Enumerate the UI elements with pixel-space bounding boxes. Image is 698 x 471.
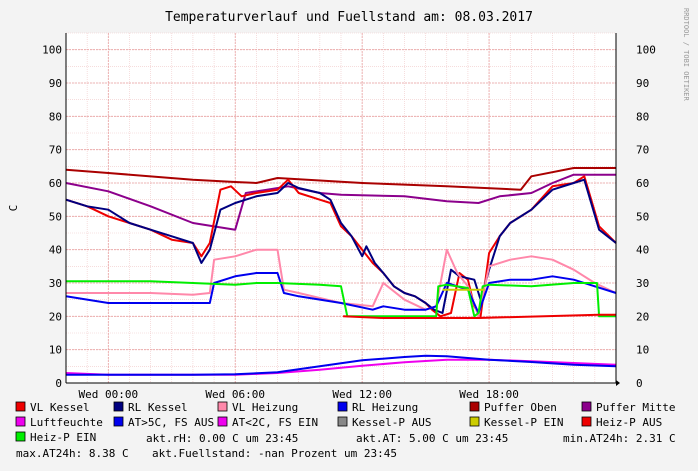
- y-tick-label-right: 70: [636, 144, 649, 157]
- legend-label: Heiz-P EIN: [30, 431, 96, 444]
- stat-akt-fuellstand: akt.Fuellstand: -nan Prozent um 23:45: [152, 447, 397, 460]
- y-tick-label-right: 30: [636, 277, 649, 290]
- x-tick-label: Wed 18:00: [459, 388, 519, 401]
- x-tick-label: Wed 00:00: [79, 388, 139, 401]
- y-tick-label-left: 70: [49, 144, 62, 157]
- y-tick-label-left: 100: [42, 44, 62, 57]
- series-layer: [65, 167, 617, 376]
- legend-label: AT<2C, FS EIN: [232, 416, 318, 429]
- legend-swatch: [217, 416, 228, 427]
- stat-min-at24h: min.AT24h: 2.31 C: [563, 432, 676, 445]
- axes: 0 0 10 10 20 20 30 30 40 40 50 50 60 60 70 70 80 80 90 90 10…: [42, 33, 656, 401]
- x-tick-label: Wed 06:00: [205, 388, 265, 401]
- y-tick-label-right: 90: [636, 77, 649, 90]
- legend-swatch: [337, 416, 348, 427]
- y-tick-label-left: 80: [49, 110, 62, 123]
- legend-swatch: [15, 431, 26, 442]
- chart-title: Temperaturverlauf und Fuellstand am: 08.…: [165, 10, 533, 25]
- y-tick-label-right: 50: [636, 210, 649, 223]
- stat-akt-rh: akt.rH: 0.00 C um 23:45: [146, 432, 298, 445]
- legend-label: VL Heizung: [232, 401, 298, 414]
- series-line-puffer-mitte: [65, 173, 616, 231]
- legend-swatch: [217, 401, 228, 412]
- y-tick-label-right: 10: [636, 344, 649, 357]
- legend-swatch: [15, 401, 26, 412]
- series-line-puffer-oben: [65, 167, 616, 191]
- series-line-heiz-p-ein: [66, 280, 616, 318]
- stat-akt-at: akt.AT: 5.00 C um 23:45: [356, 432, 508, 445]
- y-tick-label-left: 60: [49, 177, 62, 190]
- legend-swatch: [469, 401, 480, 412]
- series-line-rl-kessel: [65, 178, 617, 314]
- stat-max-at24h: max.AT24h: 8.38 C: [16, 447, 129, 460]
- legend: VL Kessel RL Kessel VL Heizung RL Heizung Pu…: [15, 401, 675, 444]
- y-tick-label-right: 80: [636, 110, 649, 123]
- y-tick-label-left: 30: [49, 277, 62, 290]
- legend-label: Puffer Mitte: [596, 401, 675, 414]
- legend-label: Heiz-P AUS: [596, 416, 662, 429]
- legend-swatch: [469, 416, 480, 427]
- y-tick-label-right: 40: [636, 244, 649, 257]
- legend-label: VL Kessel: [30, 401, 90, 414]
- y-tick-label-left: 40: [49, 244, 62, 257]
- legend-swatch: [113, 416, 124, 427]
- y-tick-label-left: 20: [49, 310, 62, 323]
- series-line-heiz-p-aus: [343, 313, 616, 319]
- x-axis-arrow: [616, 380, 620, 386]
- legend-swatch: [581, 401, 592, 412]
- legend-swatch: [581, 416, 592, 427]
- legend-label: RL Kessel: [128, 401, 188, 414]
- legend-swatch: [15, 416, 26, 427]
- y-tick-label-right: 100: [636, 44, 656, 57]
- y-tick-label-right: 20: [636, 310, 649, 323]
- y-tick-label-right: 60: [636, 177, 649, 190]
- series-line-vl-heizung: [66, 248, 617, 318]
- legend-label: RL Heizung: [352, 401, 418, 414]
- legend-label: Kessel-P AUS: [352, 416, 431, 429]
- x-tick-label: Wed 12:00: [332, 388, 392, 401]
- y-axis-label: C: [7, 205, 20, 212]
- y-tick-label-left: 50: [49, 210, 62, 223]
- legend-label: AT>5C, FS AUS: [128, 416, 214, 429]
- legend-swatch: [113, 401, 124, 412]
- y-tick-label-left: 10: [49, 344, 62, 357]
- series-line-rl-heizung: [65, 272, 617, 314]
- legend-swatch: [337, 401, 348, 412]
- y-tick-label-left: 0: [55, 377, 62, 390]
- legend-label: Kessel-P EIN: [484, 416, 563, 429]
- watermark: RRDTOOL / TOBI OETIKER: [682, 8, 690, 102]
- y-tick-label-left: 90: [49, 77, 62, 90]
- legend-label: Luftfeuchte: [30, 416, 103, 429]
- y-tick-label-right: 0: [636, 377, 643, 390]
- legend-label: Puffer Oben: [484, 401, 557, 414]
- series-line-at-5c-fs-aus: [66, 354, 617, 376]
